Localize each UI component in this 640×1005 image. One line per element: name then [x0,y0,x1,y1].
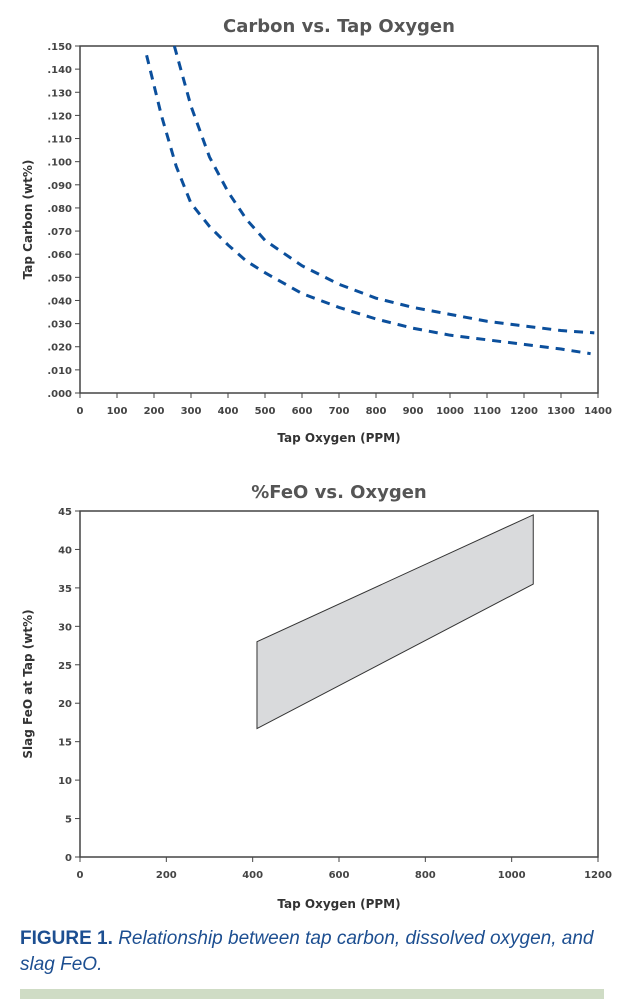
y-tick-label: .000 [47,389,72,400]
y-tick-label: .020 [47,343,72,354]
y-tick-label: .110 [47,135,72,146]
x-tick-label: 500 [255,406,276,417]
y-axis-label: Tap Carbon (wt%) [21,160,35,280]
chart-title: %FeO vs. Oxygen [251,482,426,503]
x-tick-label: 600 [292,406,313,417]
y-tick-label: 10 [58,776,72,787]
x-tick-label: 1100 [473,406,501,417]
x-tick-label: 800 [415,870,436,881]
x-tick-label: 200 [156,870,177,881]
x-tick-label: 200 [144,406,165,417]
y-tick-label: 15 [58,738,72,749]
y-tick-label: .070 [47,227,72,238]
y-tick-label: 25 [58,661,72,672]
figure-caption: FIGURE 1. Relationship between tap carbo… [20,926,600,978]
y-tick-label: .120 [47,111,72,122]
x-tick-label: 1200 [510,406,538,417]
y-tick-label: 45 [58,507,72,518]
x-tick-label: 0 [77,870,84,881]
y-tick-label: 35 [58,584,72,595]
plot-frame [79,45,599,394]
y-tick-label: 30 [58,622,72,633]
x-axis-label: Tap Oxygen (PPM) [277,431,400,445]
x-tick-label: 1000 [436,406,464,417]
curve-2 [172,45,595,335]
y-tick-label: .140 [47,65,72,76]
x-tick-label: 600 [329,870,350,881]
x-tick-label: 1200 [584,870,612,881]
x-tick-label: 700 [329,406,350,417]
x-tick-label: 400 [242,870,263,881]
x-tick-label: 1300 [547,406,575,417]
y-tick-label: .080 [47,204,72,215]
divider-bar [20,989,604,999]
x-tick-label: 800 [366,406,387,417]
y-tick-label: .030 [47,320,72,331]
y-tick-label: 40 [58,545,72,556]
y-tick-label: .010 [47,366,72,377]
y-axis-label: Slag FeO at Tap (wt%) [21,609,35,758]
x-tick-label: 1400 [584,406,612,417]
y-tick-label: .040 [47,296,72,307]
chart-title: Carbon vs. Tap Oxygen [223,16,455,37]
y-tick-label: .100 [47,158,72,169]
y-tick-label: .150 [47,42,72,53]
curve-1 [145,54,591,356]
x-tick-label: 100 [107,406,128,417]
caption-text: Relationship between tap carbon, dissolv… [20,928,594,975]
feo-range-area [256,514,534,730]
y-tick-label: 20 [58,699,72,710]
x-tick-label: 1000 [498,870,526,881]
x-axis-label: Tap Oxygen (PPM) [277,897,400,911]
y-tick-label: 0 [65,853,72,864]
y-tick-label: .060 [47,250,72,261]
x-tick-label: 300 [181,406,202,417]
y-tick-label: .050 [47,273,72,284]
caption-label: FIGURE 1. [20,928,113,949]
x-tick-label: 400 [218,406,239,417]
y-tick-label: 5 [65,815,72,826]
x-tick-label: 0 [77,406,84,417]
y-tick-label: .130 [47,88,72,99]
x-tick-label: 900 [403,406,424,417]
y-tick-label: .090 [47,181,72,192]
